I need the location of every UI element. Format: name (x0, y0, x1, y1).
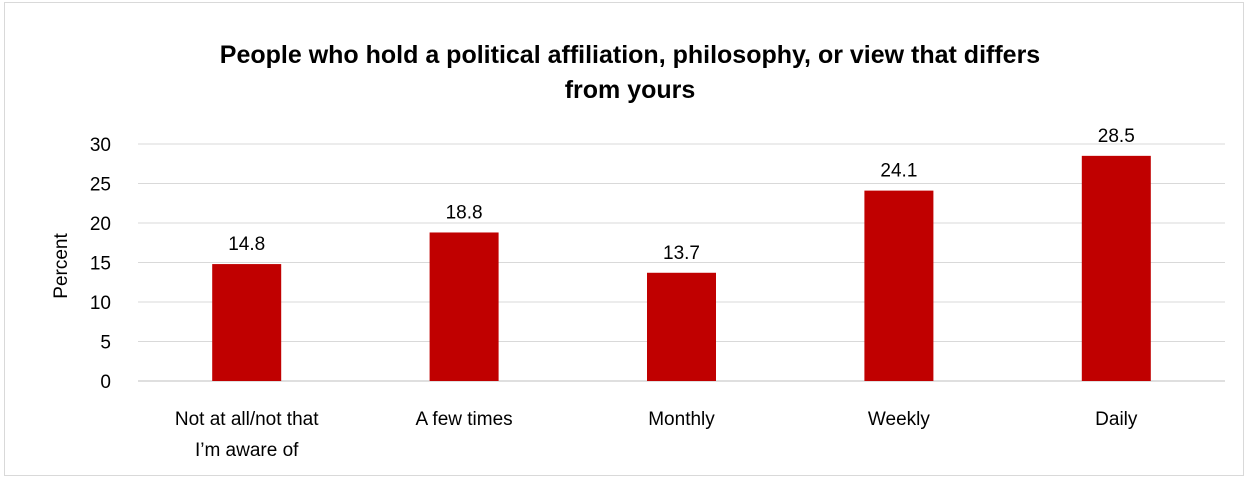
y-axis-label: Percent (51, 233, 72, 299)
bar (864, 190, 934, 381)
bar (429, 232, 499, 381)
y-tick-label: 15 (90, 254, 111, 275)
x-axis-categories: Not at all/not that I’m aware of A few tim… (175, 409, 1138, 461)
chart-title-line: from yours (565, 76, 696, 104)
x-category-label: Daily (1095, 409, 1138, 430)
chart-title-line: People who hold a political affiliation,… (220, 41, 1040, 69)
y-tick-label: 25 (90, 175, 111, 196)
x-category-label: Not at all/not that (175, 409, 319, 430)
y-axis-ticks: 0 5 10 15 20 25 30 (90, 135, 111, 393)
bars (212, 155, 1151, 381)
data-labels: 14.8 18.8 13.7 24.1 28.5 (228, 126, 1135, 264)
chart-frame: People who hold a political affiliation,… (4, 2, 1244, 476)
data-label: 18.8 (446, 202, 483, 223)
x-category-label: Weekly (868, 409, 930, 430)
chart-title: People who hold a political affiliation,… (220, 41, 1040, 104)
y-tick-label: 10 (90, 293, 111, 314)
y-tick-label: 5 (100, 333, 111, 354)
y-tick-label: 0 (100, 372, 111, 393)
y-tick-label: 30 (90, 135, 111, 156)
bar (1081, 155, 1151, 381)
data-label: 14.8 (228, 234, 265, 255)
x-category-label: A few times (416, 409, 513, 430)
x-category-label: I’m aware of (195, 440, 299, 461)
data-label: 24.1 (880, 161, 917, 182)
bar-chart: People who hold a political affiliation,… (51, 41, 1225, 461)
data-label: 28.5 (1098, 126, 1135, 147)
x-category-label: Monthly (648, 409, 715, 430)
y-tick-label: 20 (90, 214, 111, 235)
bar (212, 264, 282, 381)
bar (647, 272, 716, 381)
data-label: 13.7 (663, 243, 700, 264)
